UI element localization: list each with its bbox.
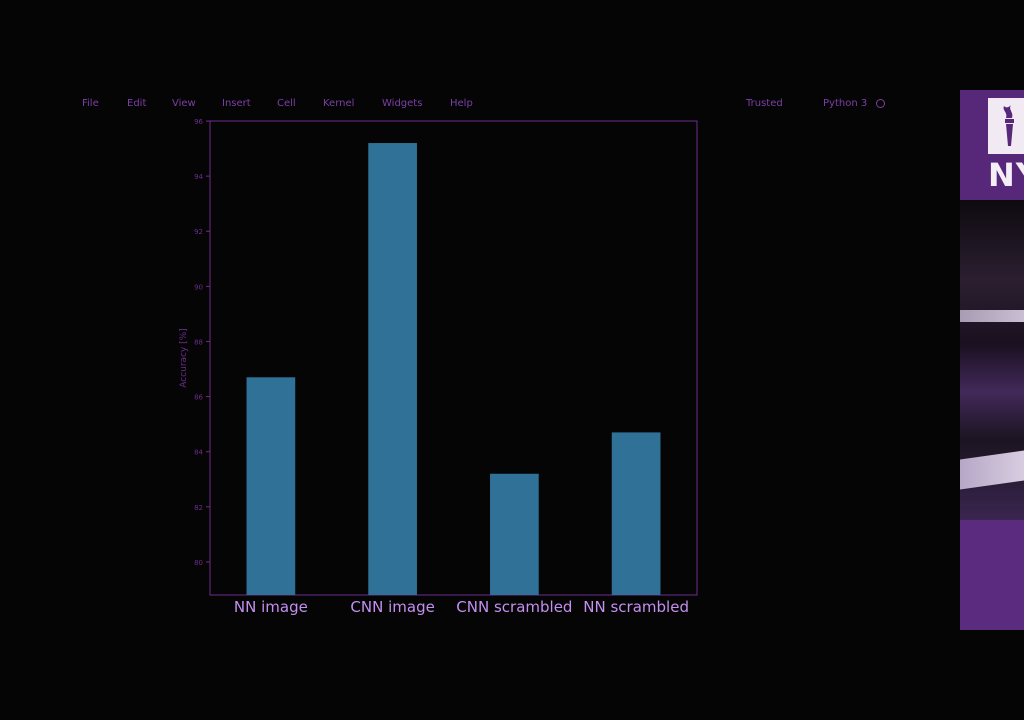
y-axis-label: Accuracy [%] [179, 328, 189, 388]
y-tick-label-92: 92 [194, 228, 203, 236]
kernel-idle-icon [876, 99, 885, 108]
logo-text: NY [988, 156, 1024, 194]
notebook-menubar: File Edit View Insert Cell Kernel Widget… [0, 94, 940, 114]
bar-nn-image [246, 377, 296, 595]
category-labels: NN image CNN image CNN scrambled NN scrambl… [234, 598, 689, 616]
y-tick-label-90: 90 [194, 283, 203, 291]
menu-kernel[interactable]: Kernel [323, 98, 355, 109]
category-label-cnn-scrambled: CNN scrambled [456, 598, 572, 616]
y-tick-label-86: 86 [194, 394, 203, 402]
lecture-video-strip [960, 200, 1024, 520]
bar-nn-scrambled [611, 432, 661, 595]
menu-file[interactable]: File [82, 98, 99, 109]
menu-widgets[interactable]: Widgets [382, 98, 423, 109]
university-logo: NY [960, 90, 1024, 200]
y-tick-label-88: 88 [194, 338, 203, 346]
menu-cell[interactable]: Cell [277, 98, 296, 109]
menu-help[interactable]: Help [450, 98, 473, 109]
video-highlight [960, 450, 1024, 490]
nyu-side-panel: NY [960, 90, 1024, 630]
y-tick-label-94: 94 [194, 173, 203, 181]
video-highlight-top [960, 310, 1024, 322]
plot-frame [209, 120, 698, 596]
category-label-nn-image: NN image [234, 598, 308, 616]
y-axis-ticks: 80 82 84 86 88 90 92 94 96 [194, 118, 210, 567]
lower-brand-panel [960, 520, 1024, 630]
trusted-indicator[interactable]: Trusted [746, 98, 783, 109]
y-tick-label-96: 96 [194, 118, 203, 126]
category-label-nn-scrambled: NN scrambled [583, 598, 689, 616]
torch-icon [1003, 105, 1014, 146]
menu-edit[interactable]: Edit [127, 98, 147, 109]
y-tick-label-80: 80 [194, 559, 203, 567]
bar-cnn-image [368, 143, 417, 595]
bars-group [246, 143, 661, 595]
category-label-cnn-image: CNN image [350, 598, 434, 616]
y-tick-label-84: 84 [194, 449, 203, 457]
kernel-name[interactable]: Python 3 [823, 98, 868, 109]
menu-insert[interactable]: Insert [222, 98, 251, 109]
bar-cnn-scrambled [490, 473, 539, 595]
menu-view[interactable]: View [172, 98, 196, 109]
y-tick-label-82: 82 [194, 504, 203, 512]
